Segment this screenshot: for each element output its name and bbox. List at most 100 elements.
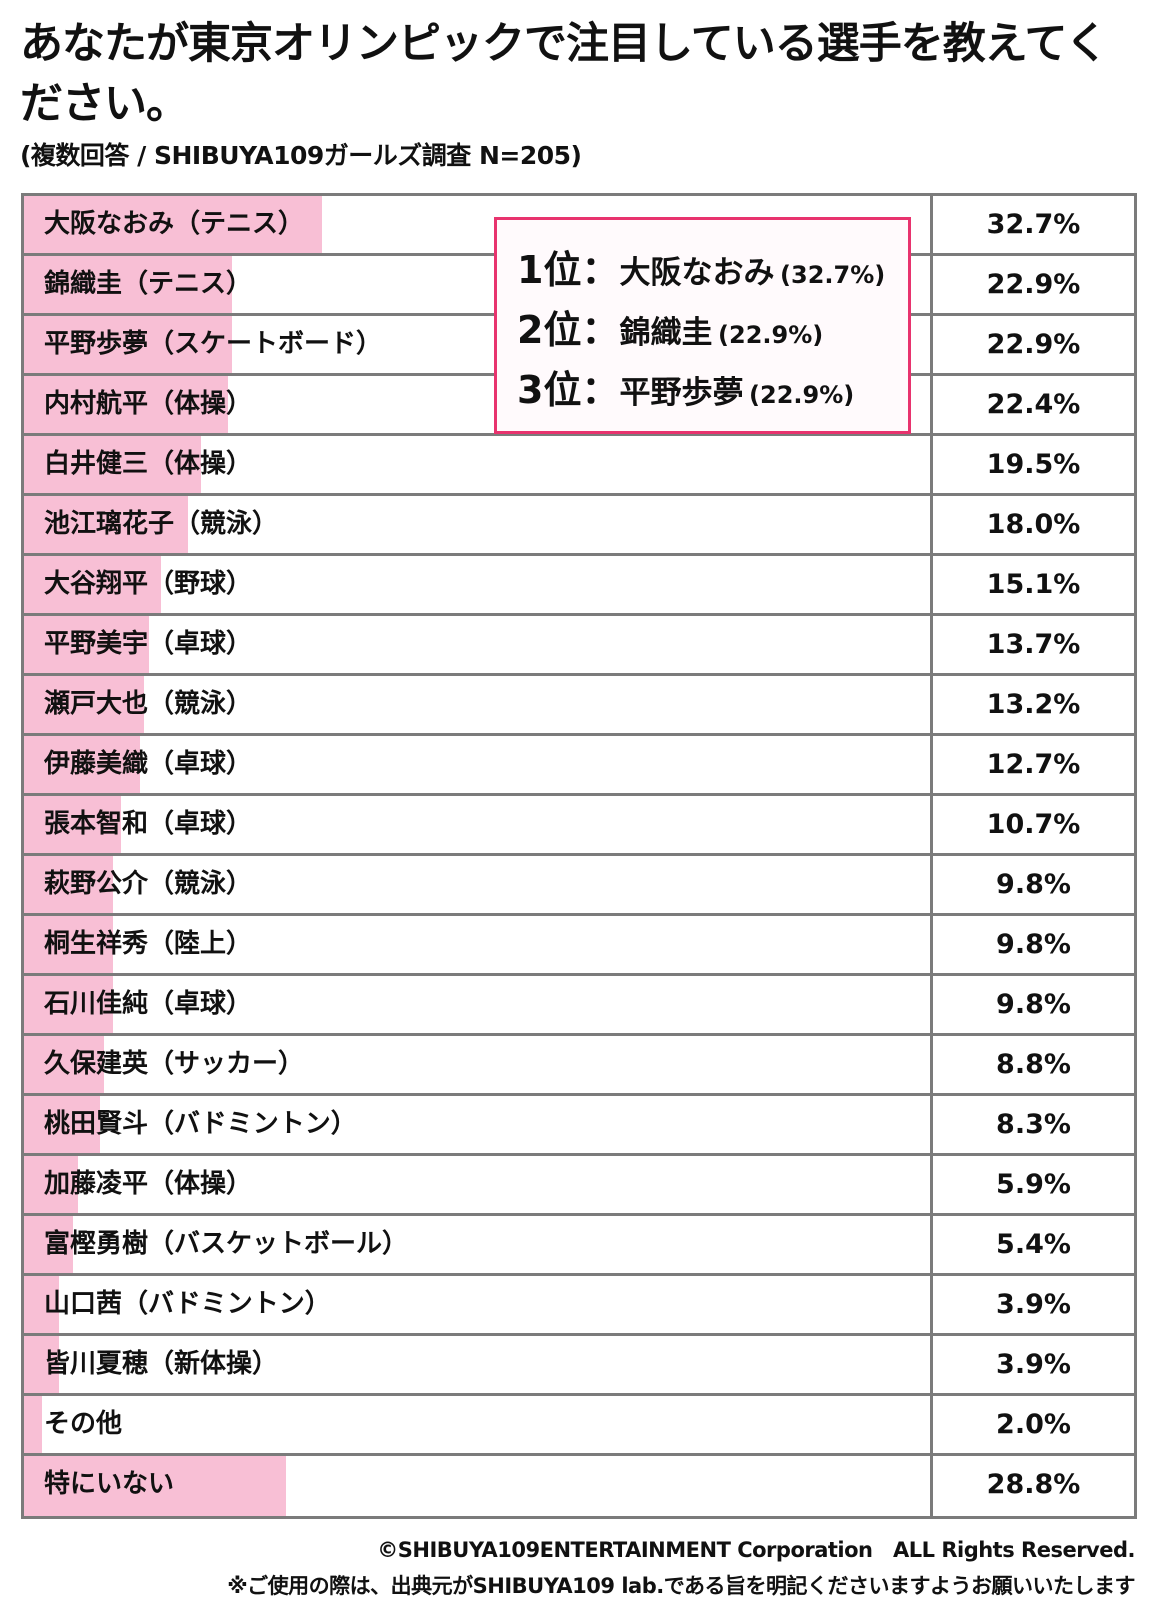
bar	[24, 976, 114, 1033]
label-cell: 皆川夏穂（新体操）	[24, 1336, 933, 1393]
bar-row: 白井健三（体操） 19.5%	[24, 436, 1134, 496]
usage-note: ※ご使用の際は、出典元がSHIBUYA109 lab.である旨を明記くださいます…	[227, 1574, 1135, 1598]
bar	[24, 1216, 74, 1273]
bar-row: 平野歩夢（スケートボード） 22.9%	[24, 316, 1134, 376]
value-label: 28.8%	[986, 1469, 1081, 1500]
value-label: 9.8%	[996, 929, 1071, 960]
top3-callout: 1位：大阪なおみ (32.7%) 2位：錦織圭 (22.9%) 3位：平野歩夢 …	[494, 217, 911, 434]
callout-item: 3位：平野歩夢 (22.9%)	[517, 360, 908, 420]
bar-row: その他 2.0%	[24, 1396, 1134, 1456]
bar-row: 大谷翔平（野球） 15.1%	[24, 556, 1134, 616]
callout-item: 2位：錦織圭 (22.9%)	[517, 300, 908, 360]
category-label: 瀬戸大也（競泳）	[44, 689, 253, 719]
bar-row: 池江璃花子（競泳） 18.0%	[24, 496, 1134, 556]
bar	[24, 856, 114, 913]
bar	[24, 1336, 60, 1393]
value-label: 15.1%	[986, 569, 1081, 600]
label-cell: 久保建英（サッカー）	[24, 1036, 933, 1093]
chart-title: あなたが東京オリンピックで注目している選手を教えてください。	[20, 19, 1108, 129]
athlete-name: 錦織圭	[619, 315, 713, 351]
category-label: 加藤凌平（体操）	[44, 1169, 253, 1199]
bar	[24, 1456, 287, 1516]
value-label: 22.9%	[986, 329, 1081, 360]
label-cell: 内村航平（体操）	[24, 376, 933, 433]
label-cell: 瀬戸大也（競泳）	[24, 676, 933, 733]
value-label: 32.7%	[986, 209, 1081, 240]
bar	[24, 196, 322, 253]
category-label: 桐生祥秀（陸上）	[44, 929, 253, 959]
bar	[24, 256, 233, 313]
value-label: 18.0%	[986, 509, 1081, 540]
rank: 1位：	[517, 248, 620, 292]
bar-row: 内村航平（体操） 22.4%	[24, 376, 1134, 436]
label-cell: その他	[24, 1396, 933, 1453]
value-label: 8.8%	[996, 1049, 1071, 1080]
bar	[24, 736, 140, 793]
bar-row: 萩野公介（競泳） 9.8%	[24, 856, 1134, 916]
bar	[24, 1276, 60, 1333]
category-label: 大阪なおみ（テニス）	[44, 209, 305, 239]
label-cell: 石川佳純（卓球）	[24, 976, 933, 1033]
category-label: その他	[44, 1409, 123, 1439]
value-label: 9.8%	[996, 869, 1071, 900]
label-cell: 富樫勇樹（バスケットボール）	[24, 1216, 933, 1273]
chart-subtitle: (複数回答 / SHIBUYA109ガールズ調査 N=205)	[20, 141, 582, 170]
label-cell: 伊藤美織（卓球）	[24, 736, 933, 793]
percent: (22.9%)	[749, 381, 855, 409]
value-label: 19.5%	[986, 449, 1081, 480]
percent: (22.9%)	[718, 321, 824, 349]
category-label: 伊藤美織（卓球）	[44, 749, 253, 779]
value-label: 13.7%	[986, 629, 1081, 660]
value-label: 22.9%	[986, 269, 1081, 300]
label-cell: 萩野公介（競泳）	[24, 856, 933, 913]
label-cell: 桐生祥秀（陸上）	[24, 916, 933, 973]
bar	[24, 316, 233, 373]
value-label: 5.4%	[996, 1229, 1071, 1260]
bar	[24, 616, 149, 673]
value-label: 9.8%	[996, 989, 1071, 1020]
value-label: 8.3%	[996, 1109, 1071, 1140]
value-label: 3.9%	[996, 1289, 1071, 1320]
percent: (32.7%)	[780, 261, 886, 289]
bar-row: 瀬戸大也（競泳） 13.2%	[24, 676, 1134, 736]
value-label: 2.0%	[996, 1409, 1071, 1440]
bar-row: 大阪なおみ（テニス） 32.7%	[24, 196, 1134, 256]
label-cell: 山口茜（バドミントン）	[24, 1276, 933, 1333]
bar	[24, 796, 122, 853]
value-label: 5.9%	[996, 1169, 1071, 1200]
category-label: 白井健三（体操）	[44, 449, 253, 479]
category-label: 内村航平（体操）	[44, 389, 253, 419]
value-label: 13.2%	[986, 689, 1081, 720]
label-cell: 大谷翔平（野球）	[24, 556, 933, 613]
value-label: 22.4%	[986, 389, 1081, 420]
bar-row: 伊藤美織（卓球） 12.7%	[24, 736, 1134, 796]
rank: 3位：	[517, 368, 620, 412]
bar-row: 山口茜（バドミントン） 3.9%	[24, 1276, 1134, 1336]
label-cell: 特にいない	[24, 1456, 933, 1516]
bar	[24, 1036, 105, 1093]
bar-row: 加藤凌平（体操） 5.9%	[24, 1156, 1134, 1216]
bar-row: 富樫勇樹（バスケットボール） 5.4%	[24, 1216, 1134, 1276]
label-cell: 桃田賢斗（バドミントン）	[24, 1096, 933, 1153]
category-label: 石川佳純（卓球）	[44, 989, 253, 1019]
label-cell: 平野歩夢（スケートボード）	[24, 316, 933, 373]
bar-row: 桃田賢斗（バドミントン） 8.3%	[24, 1096, 1134, 1156]
category-label: 特にいない	[44, 1469, 175, 1499]
bar	[24, 436, 202, 493]
copyright: ©SHIBUYA109ENTERTAINMENT Corporation ALL…	[377, 1538, 1135, 1562]
label-cell: 白井健三（体操）	[24, 436, 933, 493]
bar	[24, 676, 145, 733]
category-label: 久保建英（サッカー）	[44, 1049, 305, 1079]
category-label: 萩野公介（競泳）	[44, 869, 253, 899]
bar-row: 皆川夏穂（新体操） 3.9%	[24, 1336, 1134, 1396]
bar-row: 平野美宇（卓球） 13.7%	[24, 616, 1134, 676]
category-label: 平野美宇（卓球）	[44, 629, 253, 659]
category-label: 平野歩夢（スケートボード）	[44, 329, 383, 359]
label-cell: 張本智和（卓球）	[24, 796, 933, 853]
callout-item: 1位：大阪なおみ (32.7%)	[517, 240, 908, 300]
category-label: 桃田賢斗（バドミントン）	[44, 1109, 357, 1139]
bar-row: 久保建英（サッカー） 8.8%	[24, 1036, 1134, 1096]
bar-row: 桐生祥秀（陸上） 9.8%	[24, 916, 1134, 976]
category-label: 富樫勇樹（バスケットボール）	[44, 1229, 409, 1259]
bar-row: 石川佳純（卓球） 9.8%	[24, 976, 1134, 1036]
